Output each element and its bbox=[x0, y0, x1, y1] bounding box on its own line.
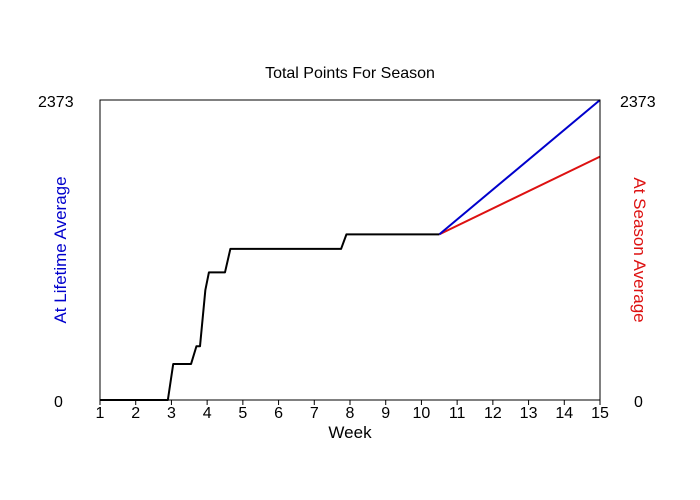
x-tick-label: 1 bbox=[96, 405, 105, 422]
x-tick-label: 11 bbox=[449, 405, 466, 422]
y-tick-left-top: 2373 bbox=[38, 94, 74, 111]
x-tick-label: 14 bbox=[555, 405, 573, 422]
plot-frame bbox=[99, 99, 601, 401]
x-tick-label: 13 bbox=[520, 405, 538, 422]
x-tick-label: 6 bbox=[274, 405, 283, 422]
y-tick-right-bottom: 0 bbox=[634, 394, 643, 411]
x-tick-label: 9 bbox=[381, 405, 390, 422]
x-tick-label: 15 bbox=[591, 405, 609, 422]
x-tick-label: 7 bbox=[310, 405, 319, 422]
y-axis-title-left: At Lifetime Average bbox=[51, 176, 70, 323]
series-line-season bbox=[438, 155, 601, 236]
series-line-actual bbox=[100, 233, 440, 401]
chart-title: Total Points For Season bbox=[265, 65, 435, 82]
y-tick-left-bottom: 0 bbox=[54, 394, 63, 411]
x-tick-label: 10 bbox=[413, 405, 431, 422]
x-tick-label: 8 bbox=[346, 405, 355, 422]
x-tick-label: 4 bbox=[203, 405, 212, 422]
x-axis-ticks: 1 2 3 4 5 6 7 8 9 10 11 12 13 14 15 bbox=[96, 400, 609, 422]
series-line-lifetime bbox=[438, 99, 601, 236]
x-axis-title: Week bbox=[328, 423, 372, 442]
x-tick-label: 5 bbox=[238, 405, 247, 422]
x-tick-label: 2 bbox=[131, 405, 140, 422]
x-tick-label: 12 bbox=[484, 405, 502, 422]
x-tick-label: 3 bbox=[167, 405, 176, 422]
y-tick-right-top: 2373 bbox=[620, 94, 656, 111]
series-layer bbox=[100, 99, 601, 401]
y-axis-title-right: At Season Average bbox=[630, 177, 649, 322]
